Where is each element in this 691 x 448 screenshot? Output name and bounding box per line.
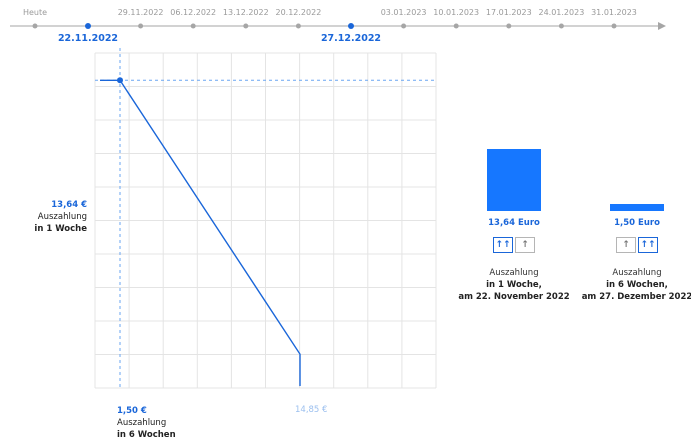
top-payout-line1: Auszahlung bbox=[37, 212, 87, 222]
option-rating-1: ↑↑ ↑ bbox=[493, 237, 535, 253]
option-bar-1 bbox=[487, 149, 541, 211]
option-rating-2: ↑ ↑↑ bbox=[616, 237, 658, 253]
bottom-payout-line1: Auszahlung bbox=[117, 418, 167, 428]
timeline-date-label[interactable]: 29.11.2022 bbox=[117, 8, 164, 17]
strong-preference-button[interactable]: ↑↑ bbox=[493, 237, 513, 253]
bottom-payout-label: 1,50 € Auszahlung in 6 Wochen bbox=[117, 405, 176, 441]
option-desc-1-line1: Auszahlung bbox=[489, 268, 539, 278]
timeline-selected-start[interactable]: 22.11.2022 bbox=[57, 33, 119, 44]
data-point bbox=[117, 77, 123, 84]
option-bar-2 bbox=[610, 204, 664, 211]
series-line bbox=[119, 79, 301, 386]
timeline-date-label[interactable]: 13.12.2022 bbox=[222, 8, 269, 17]
timeline-axis bbox=[10, 22, 666, 30]
timeline-dot bbox=[401, 23, 407, 29]
timeline-dot bbox=[611, 23, 617, 29]
timeline-date-label[interactable]: 17.01.2023 bbox=[485, 8, 532, 17]
timeline: Heute 29.11.2022 06.12.2022 13.12.2022 20.1… bbox=[0, 0, 691, 48]
top-payout-label: 13,64 € Auszahlung in 1 Woche bbox=[34, 199, 87, 235]
option-desc-2-line2: in 6 Wochen, bbox=[606, 280, 668, 290]
option-desc-2-line1: Auszahlung bbox=[612, 268, 662, 278]
strong-preference-button[interactable]: ↑↑ bbox=[638, 237, 658, 253]
weak-preference-button[interactable]: ↑ bbox=[515, 237, 535, 253]
option-desc-2-line3: am 27. Dezember 2022 bbox=[581, 292, 691, 302]
top-payout-value: 13,64 € bbox=[51, 200, 87, 210]
timeline-dot bbox=[138, 23, 144, 29]
weak-preference-button[interactable]: ↑ bbox=[616, 237, 636, 253]
option-description-1: Auszahlung in 1 Woche, am 22. November 2… bbox=[458, 267, 569, 303]
timeline-date-label[interactable]: 03.01.2023 bbox=[380, 8, 427, 17]
option-description-2: Auszahlung in 6 Wochen, am 27. Dezember … bbox=[582, 267, 691, 303]
timeline-date-label[interactable]: 06.12.2022 bbox=[170, 8, 217, 17]
bottom-right-value: 14,85 € bbox=[295, 405, 328, 415]
timeline-dot bbox=[506, 23, 512, 29]
timeline-date-label[interactable]: 10.01.2023 bbox=[433, 8, 480, 17]
top-payout-line2: in 1 Woche bbox=[34, 224, 87, 234]
timeline-dot bbox=[243, 23, 249, 29]
bottom-payout-line2: in 6 Wochen bbox=[117, 430, 176, 440]
timeline-dot bbox=[295, 23, 301, 29]
timeline-date-label[interactable]: 31.01.2023 bbox=[591, 8, 637, 17]
timeline-arrow-icon bbox=[658, 22, 666, 30]
option-value-1: 13,64 Euro bbox=[488, 218, 540, 228]
timeline-dot bbox=[453, 23, 459, 29]
timeline-today-label: Heute bbox=[22, 8, 48, 17]
timeline-date-label[interactable]: 20.12.2022 bbox=[275, 8, 322, 17]
timeline-dot bbox=[85, 23, 91, 29]
timeline-dot-today bbox=[32, 23, 38, 29]
timeline-dot bbox=[348, 23, 354, 29]
timeline-date-label[interactable]: 24.01.2023 bbox=[538, 8, 585, 17]
timeline-dot bbox=[558, 23, 564, 29]
bottom-payout-value: 1,50 € bbox=[117, 406, 147, 416]
timeline-selected-end[interactable]: 27.12.2022 bbox=[320, 33, 382, 44]
option-desc-1-line2: in 1 Woche, bbox=[486, 280, 542, 290]
timeline-dot bbox=[190, 23, 196, 29]
option-desc-1-line3: am 22. November 2022 bbox=[458, 292, 570, 302]
option-value-2: 1,50 Euro bbox=[614, 218, 660, 228]
